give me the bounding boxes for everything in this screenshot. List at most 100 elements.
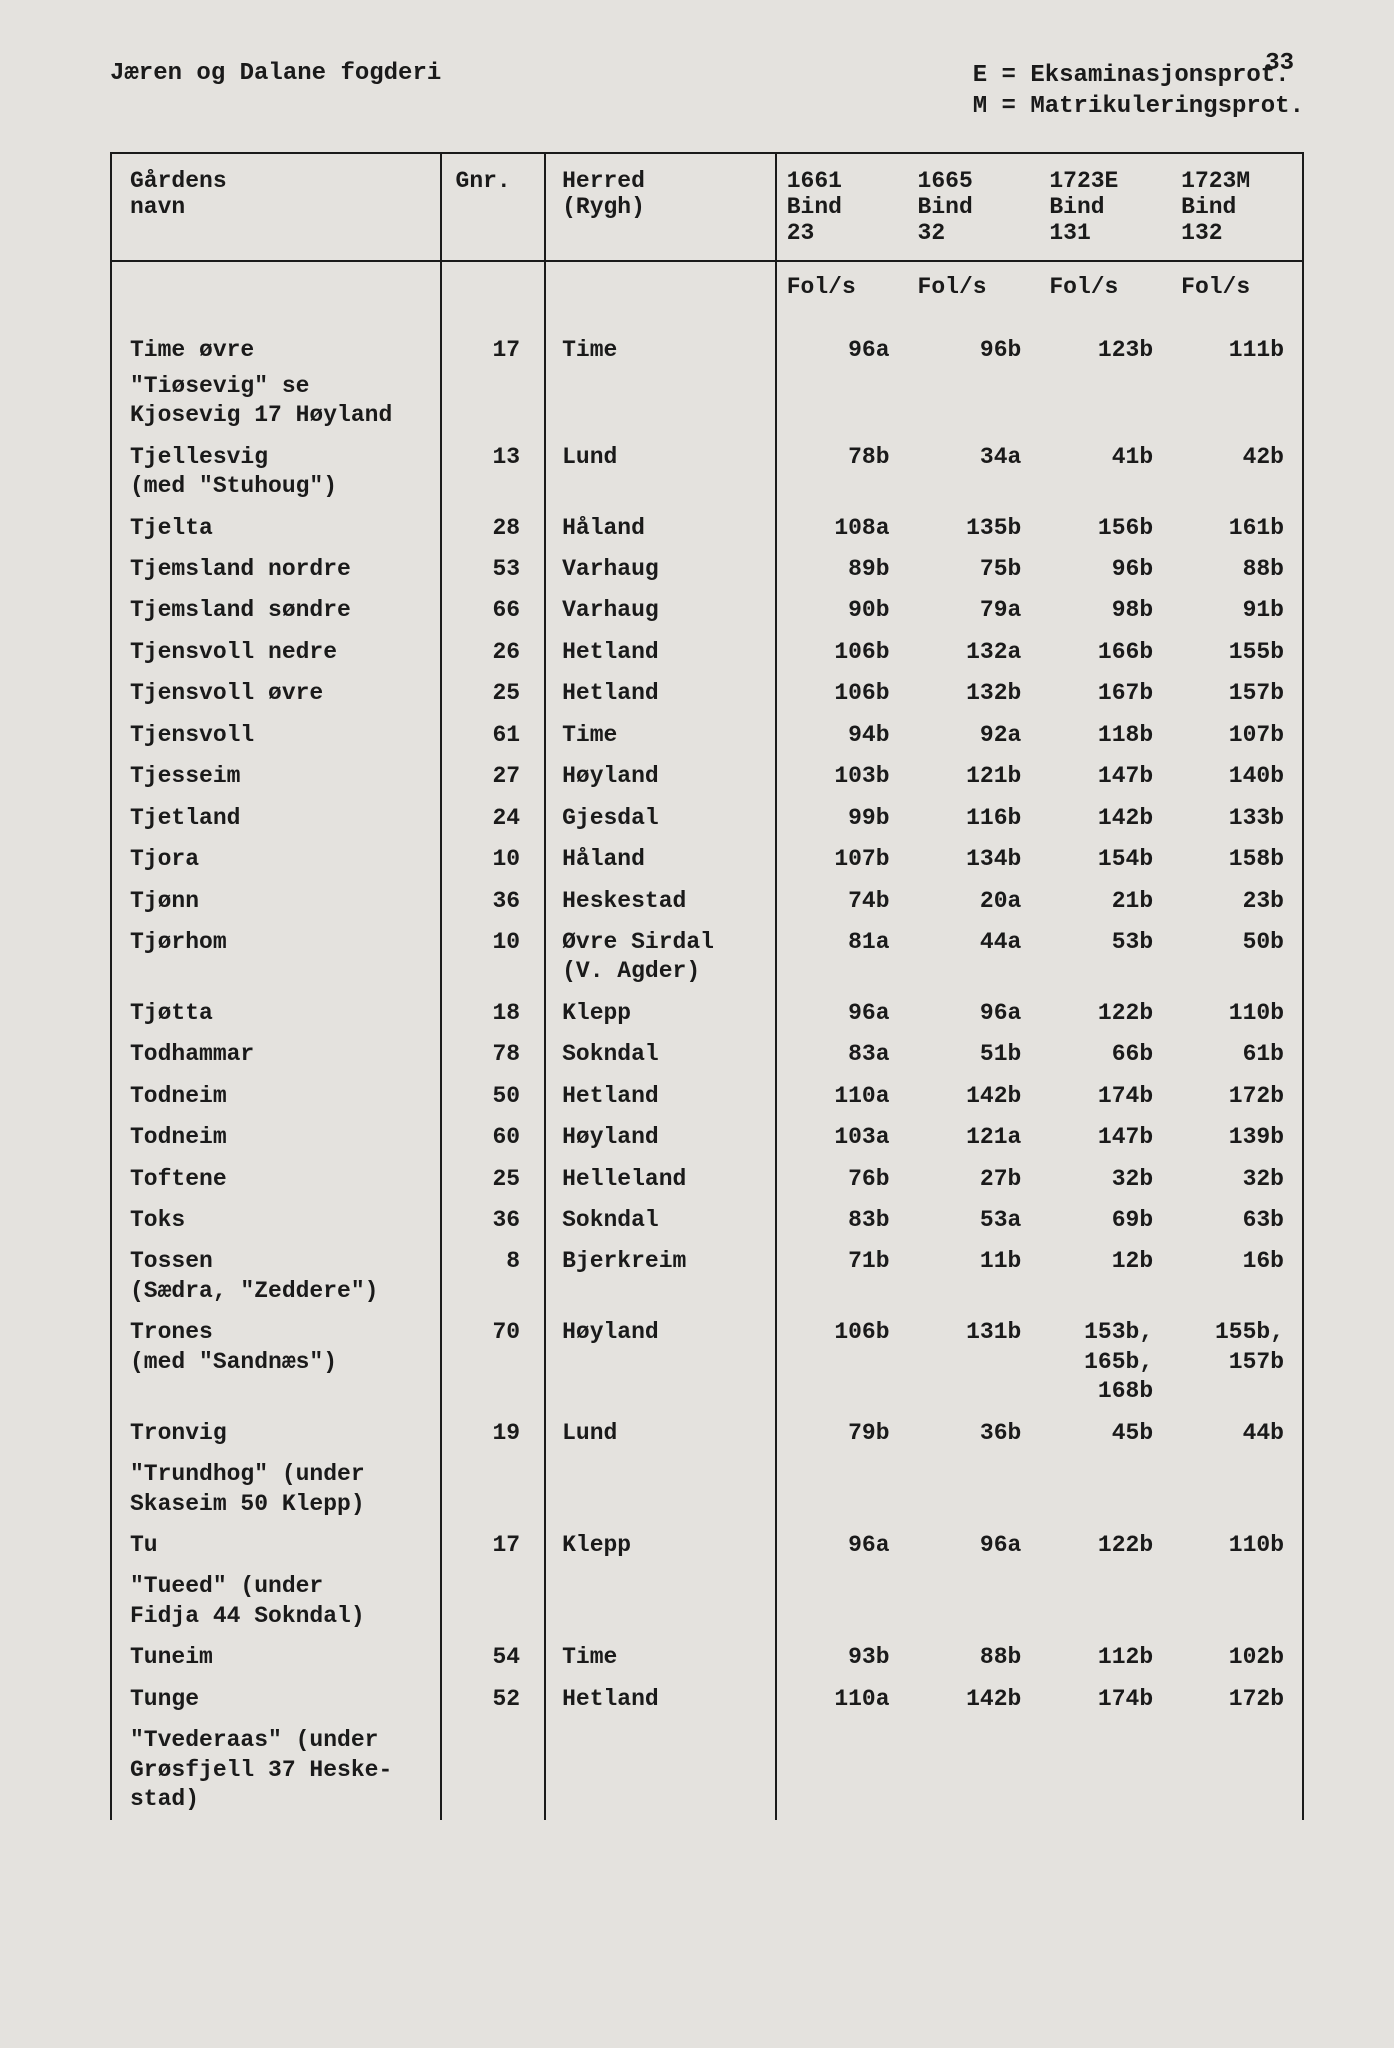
cell-gnr — [441, 1566, 546, 1637]
cell-gnr: 26 — [441, 632, 546, 673]
cell-1665 — [908, 1454, 1040, 1525]
cell-1665: 79a — [908, 590, 1040, 631]
cell-name: Tjensvoll øvre — [111, 673, 441, 714]
header-right: E = Eksaminasjonsprot. M = Matrikulering… — [973, 60, 1304, 122]
cell-gnr: 61 — [441, 715, 546, 756]
subhead-fols-3: Fol/s — [1039, 261, 1171, 324]
cell-1723m — [1171, 1720, 1303, 1820]
cell-gnr: 25 — [441, 673, 546, 714]
col-header-1661: 1661Bind23 — [776, 153, 908, 261]
cell-1665: 53a — [908, 1200, 1040, 1241]
cell-gnr: 8 — [441, 1241, 546, 1312]
cell-1723m: 88b — [1171, 549, 1303, 590]
cell-name: Tunge — [111, 1679, 441, 1720]
cell-1723m: 111b — [1171, 324, 1303, 365]
cell-1665 — [908, 366, 1040, 437]
cell-gnr — [441, 1454, 546, 1525]
cell-1665: 34a — [908, 437, 1040, 508]
cell-name: "Tueed" (underFidja 44 Sokndal) — [111, 1566, 441, 1637]
cell-herred: Hetland — [545, 673, 776, 714]
cell-1665: 44a — [908, 922, 1040, 993]
cell-1661: 106b — [776, 632, 908, 673]
cell-herred: Høyland — [545, 1117, 776, 1158]
document-page: 33 Jæren og Dalane fogderi E = Eksaminas… — [0, 0, 1394, 2048]
cell-name: Todhammar — [111, 1034, 441, 1075]
cell-1661: 103a — [776, 1117, 908, 1158]
cell-1723e: 96b — [1039, 549, 1171, 590]
cell-1723m: 32b — [1171, 1159, 1303, 1200]
cell-1665: 51b — [908, 1034, 1040, 1075]
table-row: Trones(med "Sandnæs")70Høyland106b131b15… — [111, 1312, 1303, 1412]
col-header-1665: 1665Bind32 — [908, 153, 1040, 261]
cell-1665 — [908, 1720, 1040, 1820]
table-row: Tossen(Sædra, "Zeddere")8Bjerkreim71b11b… — [111, 1241, 1303, 1312]
cell-gnr: 70 — [441, 1312, 546, 1412]
cell-1723e — [1039, 1720, 1171, 1820]
cell-herred: Varhaug — [545, 590, 776, 631]
cell-herred: Time — [545, 1637, 776, 1678]
cell-name: Tjensvoll nedre — [111, 632, 441, 673]
cell-name: Tronvig — [111, 1413, 441, 1454]
cell-name: Todneim — [111, 1076, 441, 1117]
cell-1723e: 66b — [1039, 1034, 1171, 1075]
cell-1723m: 63b — [1171, 1200, 1303, 1241]
cell-gnr: 28 — [441, 508, 546, 549]
cell-1661: 96a — [776, 993, 908, 1034]
cell-1665: 96b — [908, 324, 1040, 365]
table-row: Tronvig19Lund79b36b45b44b — [111, 1413, 1303, 1454]
cell-1723m: 139b — [1171, 1117, 1303, 1158]
cell-1723e — [1039, 1454, 1171, 1525]
cell-1723e: 21b — [1039, 881, 1171, 922]
cell-1723e: 142b — [1039, 798, 1171, 839]
subhead-blank-name — [111, 261, 441, 324]
cell-1665: 36b — [908, 1413, 1040, 1454]
table-row: Tjellesvig(med "Stuhoug")13Lund78b34a41b… — [111, 437, 1303, 508]
subhead-blank-herred — [545, 261, 776, 324]
col-header-herred: Herred(Rygh) — [545, 153, 776, 261]
cell-1723e: 174b — [1039, 1076, 1171, 1117]
table-row: Tjensvoll nedre26Hetland106b132a166b155b — [111, 632, 1303, 673]
cell-name: Tjellesvig(med "Stuhoug") — [111, 437, 441, 508]
cell-1661: 96a — [776, 324, 908, 365]
subhead-fols-2: Fol/s — [908, 261, 1040, 324]
table-row: Tjora10Håland107b134b154b158b — [111, 839, 1303, 880]
table-row: Todneim60Høyland103a121a147b139b — [111, 1117, 1303, 1158]
cell-herred: Sokndal — [545, 1034, 776, 1075]
cell-1723e: 122b — [1039, 993, 1171, 1034]
table-body: Time øvre17Time96a96b123b111b"Tiøsevig" … — [111, 324, 1303, 1820]
cell-1723m: 23b — [1171, 881, 1303, 922]
cell-herred: Heskestad — [545, 881, 776, 922]
cell-1723m: 161b — [1171, 508, 1303, 549]
cell-name: Tjemsland nordre — [111, 549, 441, 590]
cell-gnr: 66 — [441, 590, 546, 631]
cell-1665: 92a — [908, 715, 1040, 756]
cell-1661 — [776, 1720, 908, 1820]
cell-herred: Høyland — [545, 1312, 776, 1412]
cell-herred: Hetland — [545, 1679, 776, 1720]
cell-1723m: 133b — [1171, 798, 1303, 839]
cell-1665: 116b — [908, 798, 1040, 839]
legend-line-2: M = Matrikuleringsprot. — [973, 91, 1304, 122]
cell-gnr — [441, 1720, 546, 1820]
cell-gnr — [441, 366, 546, 437]
cell-name: Tjøtta — [111, 993, 441, 1034]
cell-1723m: 155b,157b — [1171, 1312, 1303, 1412]
cell-1665: 132a — [908, 632, 1040, 673]
table-row: Tjensvoll øvre25Hetland106b132b167b157b — [111, 673, 1303, 714]
register-table: Gårdensnavn Gnr. Herred(Rygh) 1661Bind23… — [110, 152, 1304, 1820]
table-row: "Tiøsevig" seKjosevig 17 Høyland — [111, 366, 1303, 437]
cell-1665: 27b — [908, 1159, 1040, 1200]
cell-1723m: 172b — [1171, 1679, 1303, 1720]
cell-herred — [545, 1454, 776, 1525]
cell-name: Tossen(Sædra, "Zeddere") — [111, 1241, 441, 1312]
cell-1661: 94b — [776, 715, 908, 756]
table-row: Tjemsland søndre66Varhaug90b79a98b91b — [111, 590, 1303, 631]
cell-gnr: 19 — [441, 1413, 546, 1454]
cell-1723m: 140b — [1171, 756, 1303, 797]
cell-herred: Håland — [545, 508, 776, 549]
cell-1723m: 172b — [1171, 1076, 1303, 1117]
cell-1661: 103b — [776, 756, 908, 797]
cell-1665: 121b — [908, 756, 1040, 797]
cell-1723m: 102b — [1171, 1637, 1303, 1678]
cell-1661: 110a — [776, 1679, 908, 1720]
